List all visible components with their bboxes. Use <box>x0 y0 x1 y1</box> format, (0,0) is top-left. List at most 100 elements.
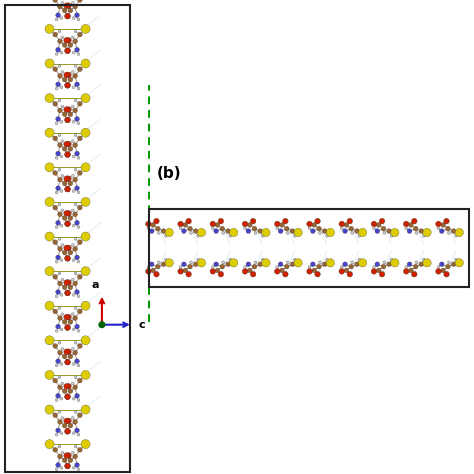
Circle shape <box>77 378 82 383</box>
Circle shape <box>63 389 67 393</box>
Circle shape <box>56 290 61 294</box>
Circle shape <box>73 4 78 9</box>
Circle shape <box>436 221 441 227</box>
Circle shape <box>55 329 58 332</box>
Circle shape <box>71 105 74 108</box>
Circle shape <box>293 234 296 237</box>
Circle shape <box>45 24 54 34</box>
Circle shape <box>58 64 61 67</box>
Circle shape <box>214 228 219 233</box>
Circle shape <box>58 143 63 147</box>
Circle shape <box>446 264 450 269</box>
Circle shape <box>451 262 456 266</box>
Circle shape <box>55 468 58 471</box>
Circle shape <box>413 226 418 231</box>
Bar <box>149 209 469 287</box>
Circle shape <box>280 222 284 227</box>
Circle shape <box>77 433 80 436</box>
Circle shape <box>423 259 431 267</box>
Circle shape <box>58 108 63 113</box>
Circle shape <box>290 262 295 266</box>
Circle shape <box>60 224 63 227</box>
Circle shape <box>58 445 61 448</box>
Circle shape <box>77 329 80 332</box>
Circle shape <box>280 268 284 273</box>
Circle shape <box>71 417 74 419</box>
Circle shape <box>61 244 64 246</box>
Circle shape <box>390 234 393 237</box>
Circle shape <box>244 265 246 268</box>
Circle shape <box>419 228 424 233</box>
Circle shape <box>77 274 82 279</box>
Circle shape <box>53 240 58 245</box>
Circle shape <box>68 458 73 463</box>
Circle shape <box>375 228 380 233</box>
Circle shape <box>81 266 90 276</box>
Circle shape <box>63 423 67 428</box>
Circle shape <box>71 244 74 246</box>
Circle shape <box>81 301 90 310</box>
Circle shape <box>73 350 78 355</box>
Circle shape <box>340 265 343 268</box>
Circle shape <box>71 278 74 281</box>
Circle shape <box>164 258 167 261</box>
Circle shape <box>58 454 63 459</box>
Circle shape <box>77 447 82 452</box>
Circle shape <box>286 261 289 264</box>
Circle shape <box>293 258 296 261</box>
Circle shape <box>371 268 377 274</box>
Circle shape <box>358 234 361 237</box>
Circle shape <box>405 227 408 230</box>
Circle shape <box>147 227 150 230</box>
Circle shape <box>73 143 78 147</box>
Circle shape <box>258 262 263 266</box>
Circle shape <box>186 271 191 277</box>
Circle shape <box>155 226 160 231</box>
Circle shape <box>60 17 63 19</box>
Circle shape <box>222 261 225 264</box>
Circle shape <box>65 72 71 78</box>
Circle shape <box>64 290 70 296</box>
Circle shape <box>165 228 173 237</box>
Circle shape <box>64 453 69 458</box>
Circle shape <box>229 234 232 237</box>
Circle shape <box>64 394 70 400</box>
Circle shape <box>64 314 69 320</box>
Circle shape <box>72 224 75 227</box>
Circle shape <box>55 226 58 228</box>
Circle shape <box>254 261 257 264</box>
Circle shape <box>64 152 70 157</box>
Circle shape <box>55 295 58 298</box>
Circle shape <box>340 227 343 230</box>
Circle shape <box>64 325 70 330</box>
Circle shape <box>75 255 80 260</box>
Circle shape <box>371 221 377 227</box>
Circle shape <box>45 163 54 172</box>
Circle shape <box>214 262 219 266</box>
Circle shape <box>45 405 54 414</box>
Circle shape <box>315 271 320 277</box>
Circle shape <box>65 210 71 216</box>
Circle shape <box>157 261 160 264</box>
Circle shape <box>60 432 63 435</box>
Circle shape <box>413 264 418 269</box>
Circle shape <box>358 259 367 267</box>
Text: a: a <box>91 280 99 290</box>
Circle shape <box>45 370 54 380</box>
Circle shape <box>451 228 456 233</box>
Circle shape <box>64 325 70 330</box>
Circle shape <box>64 221 70 227</box>
Circle shape <box>75 220 80 225</box>
Circle shape <box>358 228 367 237</box>
Circle shape <box>53 274 58 279</box>
Circle shape <box>347 218 353 224</box>
Circle shape <box>218 271 224 277</box>
Circle shape <box>226 228 230 233</box>
Circle shape <box>422 234 425 237</box>
Circle shape <box>276 265 279 268</box>
Circle shape <box>247 268 252 273</box>
Circle shape <box>73 73 78 78</box>
Circle shape <box>290 228 295 233</box>
Circle shape <box>72 293 75 296</box>
Circle shape <box>77 309 82 314</box>
